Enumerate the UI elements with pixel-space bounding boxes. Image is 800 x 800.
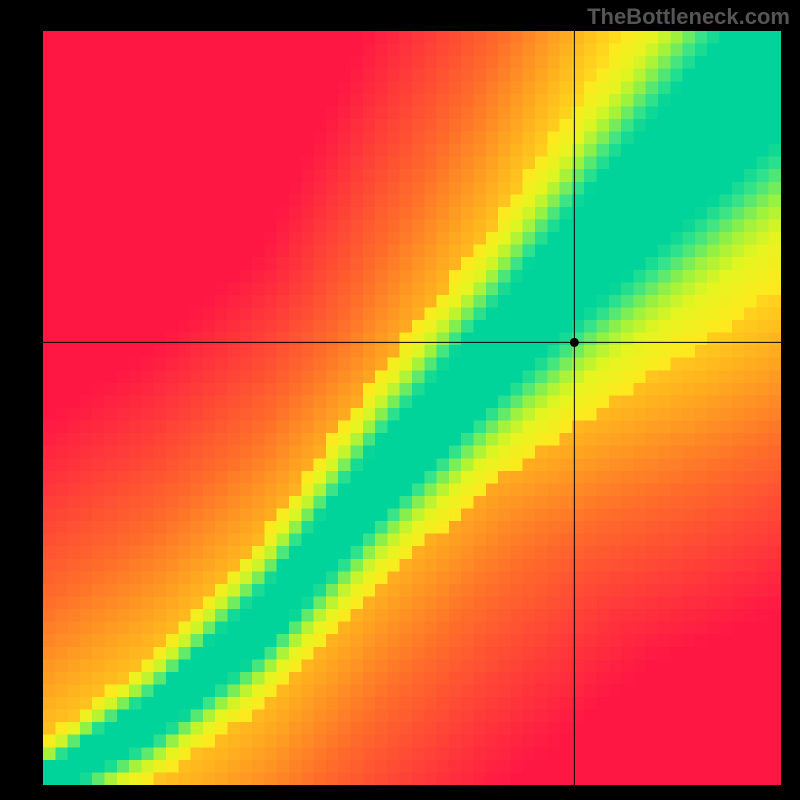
heatmap-canvas (43, 31, 781, 785)
chart-area (42, 30, 782, 786)
watermark-text: TheBottleneck.com (587, 4, 790, 30)
